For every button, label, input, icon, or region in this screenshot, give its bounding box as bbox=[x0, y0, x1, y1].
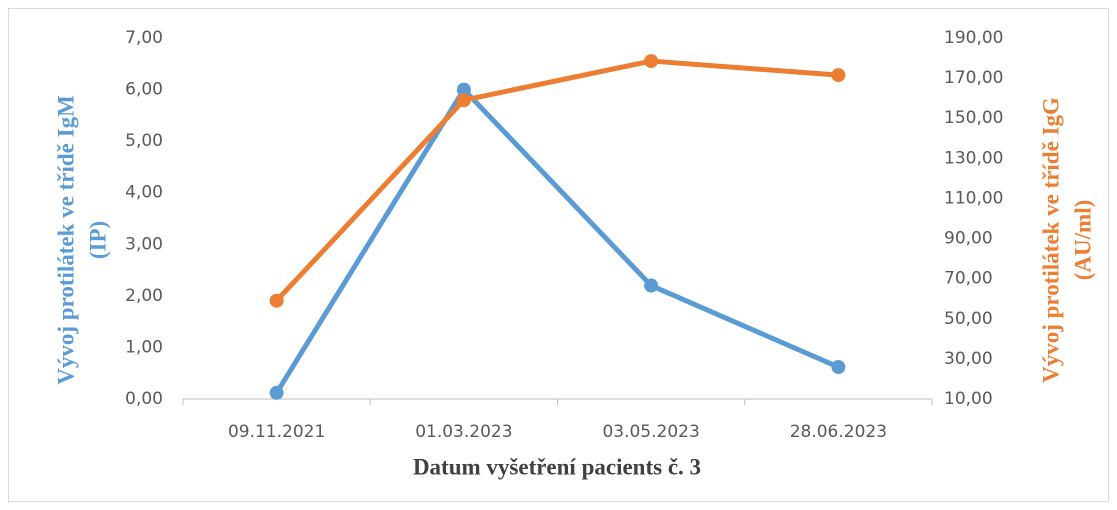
y-tick-label: 6,00 bbox=[125, 80, 163, 100]
y2-tick-label: 50,00 bbox=[944, 309, 993, 329]
marker bbox=[269, 385, 284, 400]
y-tick-label: 5,00 bbox=[125, 131, 163, 151]
x-tick-label: 01.03.2023 bbox=[415, 422, 512, 442]
y-tick-label: 1,00 bbox=[125, 337, 163, 357]
y-axis-title: Vývoj protilátek ve třídě IgM bbox=[53, 95, 78, 385]
marker bbox=[831, 360, 846, 375]
x-tick-label: 28.06.2023 bbox=[790, 422, 887, 442]
y-tick-label: 0,00 bbox=[125, 389, 163, 409]
marker bbox=[644, 278, 659, 293]
line bbox=[274, 87, 840, 395]
x-tick-label: 09.11.2021 bbox=[228, 422, 325, 442]
y-tick-label: 2,00 bbox=[125, 286, 163, 306]
y-tick-label: 4,00 bbox=[125, 183, 163, 203]
y2-tick-label: 10,00 bbox=[944, 389, 993, 409]
y2-tick-label: 130,00 bbox=[944, 148, 1003, 168]
x-tick-label: 03.05.2023 bbox=[602, 422, 699, 442]
y2-tick-label: 70,00 bbox=[944, 269, 993, 289]
y2-axis-title: Vývoj protilátek ve třídě IgG bbox=[1038, 97, 1063, 383]
marker bbox=[456, 82, 471, 97]
y2-tick-label: 170,00 bbox=[944, 68, 1003, 88]
marker bbox=[644, 54, 659, 69]
y2-tick-label: 110,00 bbox=[944, 188, 1003, 208]
y2-axis-title: (AU/ml) bbox=[1070, 200, 1095, 280]
y2-tick-label: 190,00 bbox=[944, 28, 1003, 48]
y2-tick-label: 90,00 bbox=[944, 229, 993, 249]
marker bbox=[269, 293, 284, 308]
y2-tick-label: 150,00 bbox=[944, 108, 1003, 128]
y-tick-label: 7,00 bbox=[125, 28, 163, 48]
marker bbox=[831, 68, 846, 83]
line bbox=[274, 58, 839, 303]
x-axis-title: Datum vyšetření pacients č. 3 bbox=[413, 454, 701, 479]
y2-tick-label: 30,00 bbox=[944, 349, 993, 369]
marker bbox=[456, 93, 471, 108]
y-tick-label: 3,00 bbox=[125, 234, 163, 254]
y-axis-title: (IP) bbox=[85, 221, 110, 259]
chart-border bbox=[8, 8, 1109, 502]
